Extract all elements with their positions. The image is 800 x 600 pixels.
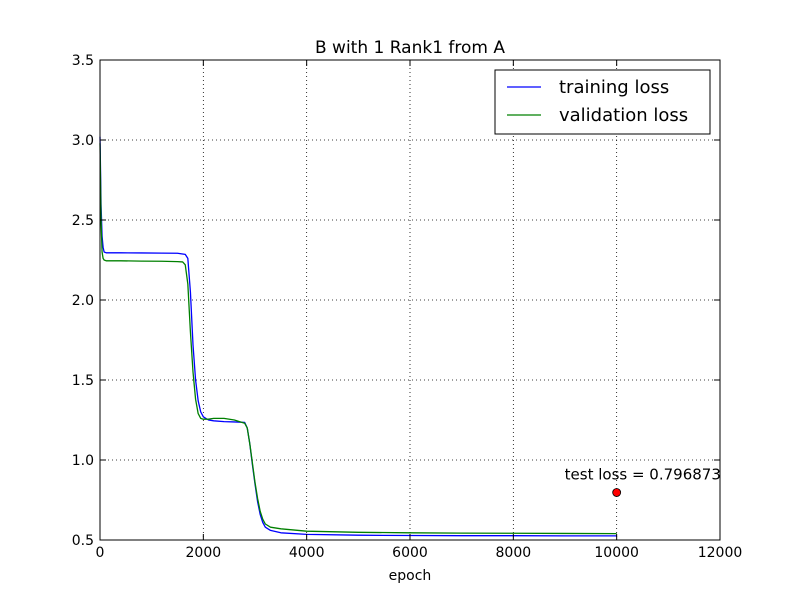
y-tick-label: 1.0 [72,453,94,469]
series-line-training-loss [99,136,617,537]
y-tick-label: 2.5 [72,213,94,229]
legend-label: training loss [559,77,669,98]
series-layer [99,136,617,537]
x-tick-label: 10000 [594,545,639,561]
y-tick-label: 3.0 [72,133,94,149]
legend: training loss validation loss [494,69,711,135]
legend-label: validation loss [559,105,688,126]
x-tick-label: 8000 [496,545,532,561]
legend-box [494,69,711,135]
x-tick-label: 2000 [186,545,222,561]
y-tick-label: 2.0 [72,293,94,309]
test-loss-annotation: test loss = 0.796873 [565,466,721,484]
x-tick-label: 0 [96,545,105,561]
chart-title: B with 1 Rank1 from A [315,38,505,58]
y-tick-label: 3.5 [72,53,94,69]
axis-ticks: 0 2000 4000 6000 8000 10000 12000 0.5 1.0 1.5 2.0 2… [72,53,743,561]
y-tick-label: 1.5 [72,373,94,389]
x-tick-label: 12000 [698,545,743,561]
grid [100,60,720,540]
x-tick-label: 6000 [392,545,428,561]
x-tick-label: 4000 [289,545,325,561]
y-tick-label: 0.5 [72,533,94,549]
x-axis-label: epoch [389,568,432,584]
annotation-layer: test loss = 0.796873 [565,466,721,497]
series-line-validation-loss [99,143,617,535]
test-loss-point [612,488,622,497]
